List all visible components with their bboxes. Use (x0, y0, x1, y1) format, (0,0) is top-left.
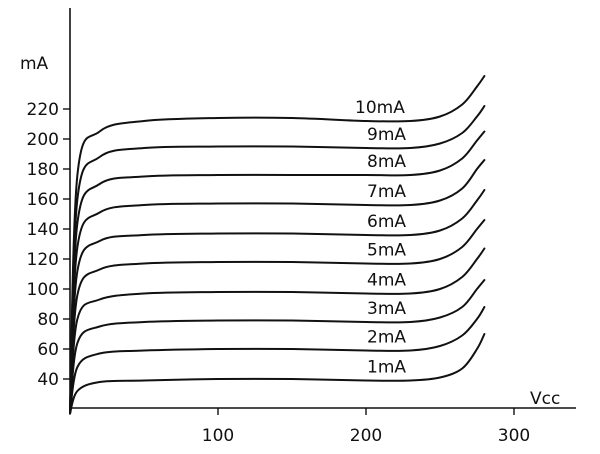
curve-label-7mA: 7mA (367, 182, 406, 202)
x-tick-label: 300 (498, 426, 530, 446)
y-tick-label: 120 (27, 250, 59, 270)
y-tick-label: 80 (37, 310, 59, 330)
curve-7mA (69, 159, 486, 415)
axes (63, 8, 576, 415)
y-tick-label: 180 (27, 160, 59, 180)
y-tick-label: 160 (27, 190, 59, 210)
curve-label-1mA: 1mA (367, 358, 406, 378)
x-tick-label: 200 (350, 426, 382, 446)
y-tick-label: 140 (27, 220, 59, 240)
x-tick-label: 100 (202, 426, 234, 446)
y-tick-label: 60 (37, 340, 59, 360)
x-axis-label: Vcc (530, 389, 560, 409)
curve-4mA (69, 247, 486, 415)
curve-5mA (69, 219, 486, 415)
curve-label-2mA: 2mA (367, 328, 406, 348)
curve-label-6mA: 6mA (367, 212, 406, 232)
curve-label-4mA: 4mA (367, 271, 406, 291)
curves (69, 75, 486, 415)
curve-1mA (69, 333, 486, 415)
curve-10mA (69, 75, 486, 415)
curve-label-5mA: 5mA (367, 241, 406, 261)
y-axis-label: mA (20, 54, 49, 74)
curve-3mA (69, 279, 486, 415)
curve-label-3mA: 3mA (367, 299, 406, 319)
curve-label-8mA: 8mA (367, 152, 406, 172)
curve-2mA (69, 306, 486, 415)
y-tick-label: 100 (27, 280, 59, 300)
curve-8mA (69, 130, 486, 415)
curve-9mA (69, 105, 486, 415)
y-tick-label: 220 (27, 100, 59, 120)
y-tick-label: 200 (27, 130, 59, 150)
curve-label-10mA: 10mA (355, 98, 405, 118)
curve-6mA (69, 189, 486, 415)
labels: 40 60 80 100 120 140 160 180 200 220 100 200 300 mA Vc… (20, 54, 560, 446)
curve-label-9mA: 9mA (367, 125, 406, 145)
y-tick-label: 40 (37, 370, 59, 390)
